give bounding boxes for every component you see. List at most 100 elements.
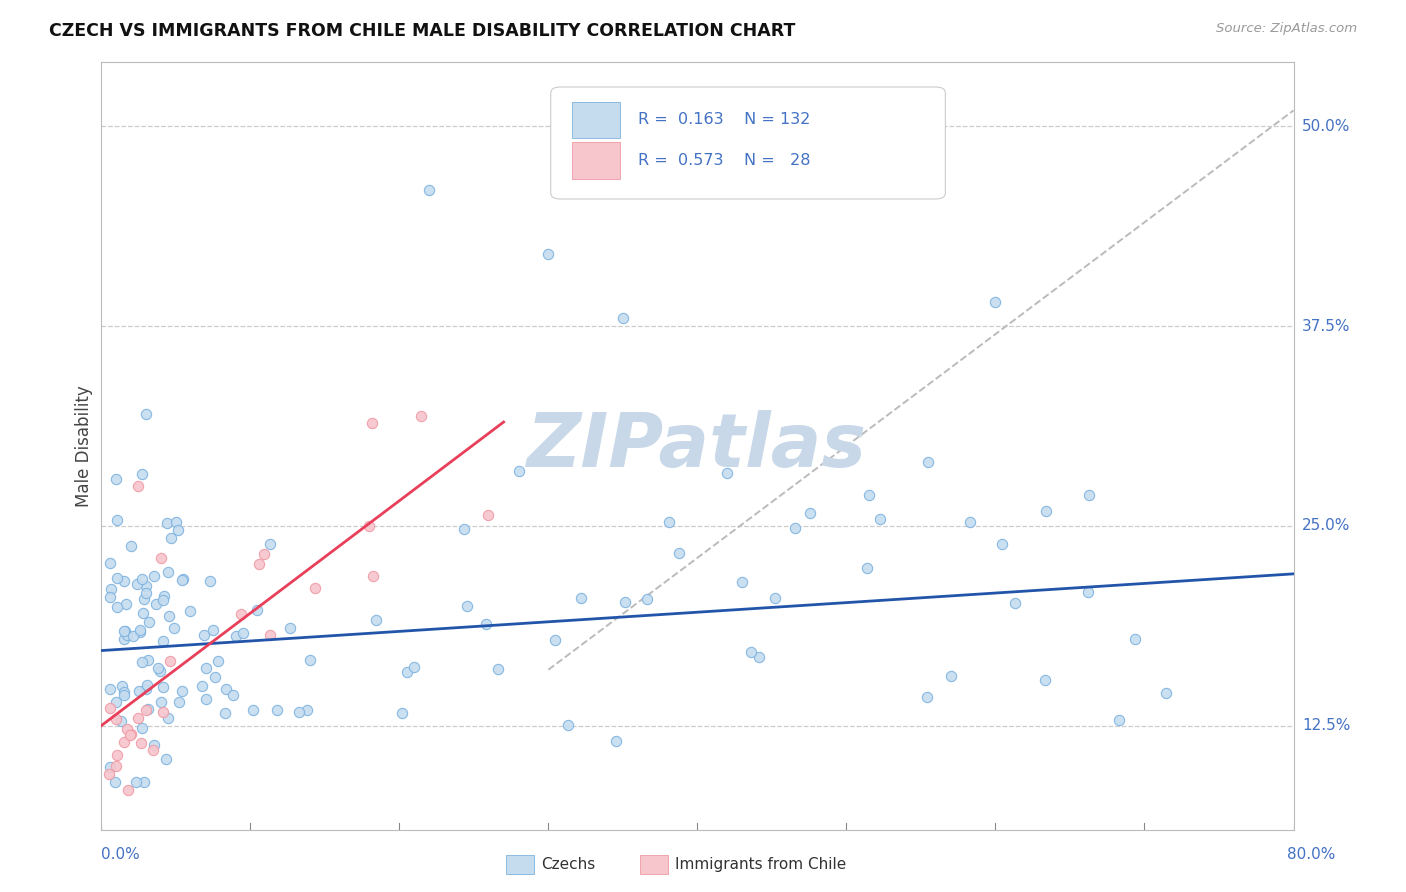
Point — [204, 670, 226, 684]
Point — [129, 623, 152, 637]
Point — [112, 632, 135, 646]
Point — [131, 467, 153, 482]
Point — [98, 760, 121, 774]
Point — [100, 582, 122, 596]
Text: 0.0%: 0.0% — [101, 847, 141, 862]
Point — [156, 516, 179, 530]
Point — [939, 669, 962, 683]
Point — [157, 711, 180, 725]
Point — [229, 607, 252, 621]
Y-axis label: Male Disability: Male Disability — [75, 385, 93, 507]
Text: 12.5%: 12.5% — [1302, 718, 1350, 733]
Point — [136, 678, 159, 692]
FancyBboxPatch shape — [551, 87, 945, 199]
Point — [146, 661, 169, 675]
Point — [569, 591, 592, 605]
Point — [127, 577, 149, 591]
Point — [1123, 632, 1146, 647]
Text: 80.0%: 80.0% — [1288, 847, 1336, 862]
Point — [409, 409, 432, 424]
Point — [152, 680, 174, 694]
Point — [360, 416, 382, 430]
Point — [214, 706, 236, 721]
Point — [120, 726, 142, 740]
Point — [612, 311, 634, 326]
Point — [456, 599, 478, 613]
Point — [396, 665, 419, 679]
Text: Immigrants from Chile: Immigrants from Chile — [675, 857, 846, 871]
Text: 50.0%: 50.0% — [1302, 119, 1350, 134]
Point — [858, 488, 880, 502]
Point — [128, 624, 150, 639]
Point — [120, 728, 142, 742]
Point — [159, 654, 181, 668]
Point — [225, 629, 247, 643]
Point — [105, 758, 128, 772]
Point — [167, 695, 190, 709]
Point — [115, 628, 138, 642]
Point — [117, 782, 139, 797]
FancyBboxPatch shape — [572, 102, 620, 138]
Point — [138, 653, 160, 667]
Point — [391, 706, 413, 720]
Point — [157, 565, 180, 579]
Point — [163, 621, 186, 635]
Point — [104, 695, 127, 709]
Point — [477, 508, 499, 522]
Point — [112, 624, 135, 639]
Point — [143, 738, 166, 752]
Text: Source: ZipAtlas.com: Source: ZipAtlas.com — [1216, 22, 1357, 36]
Point — [98, 590, 121, 604]
Point — [120, 539, 142, 553]
Point — [149, 550, 172, 565]
Point — [172, 573, 194, 587]
Point — [716, 466, 738, 480]
Point — [191, 679, 214, 693]
Point — [104, 774, 127, 789]
Point — [232, 625, 254, 640]
Point — [740, 645, 762, 659]
Point — [136, 702, 159, 716]
Point — [135, 681, 157, 696]
Point — [138, 615, 160, 629]
Point — [544, 632, 567, 647]
Point — [247, 557, 270, 571]
Point — [1004, 596, 1026, 610]
Point — [259, 537, 281, 551]
Point — [287, 705, 309, 719]
Text: 37.5%: 37.5% — [1302, 318, 1350, 334]
Point — [748, 649, 770, 664]
Point — [112, 734, 135, 748]
Point — [104, 712, 127, 726]
Point — [135, 407, 157, 421]
Point — [605, 734, 627, 748]
Point — [613, 594, 636, 608]
FancyBboxPatch shape — [572, 142, 620, 179]
Point — [135, 585, 157, 599]
Point — [658, 515, 681, 529]
Point — [170, 684, 193, 698]
Point — [142, 742, 165, 756]
Point — [132, 591, 155, 606]
Point — [917, 455, 939, 469]
Point — [731, 575, 754, 590]
Point — [984, 295, 1007, 310]
Point — [221, 688, 243, 702]
Point — [115, 722, 138, 736]
Point — [111, 679, 134, 693]
Point — [127, 711, 149, 725]
Point — [131, 606, 153, 620]
Point — [418, 183, 440, 197]
Point — [152, 634, 174, 648]
Point — [508, 464, 530, 478]
Point — [214, 682, 236, 697]
Text: R =  0.573    N =   28: R = 0.573 N = 28 — [638, 153, 810, 168]
Point — [122, 629, 145, 643]
Text: Czechs: Czechs — [541, 857, 596, 871]
Point — [105, 747, 128, 762]
Point — [105, 600, 128, 615]
Point — [134, 774, 156, 789]
Point — [110, 714, 132, 729]
Point — [253, 548, 276, 562]
Text: ZIPatlas: ZIPatlas — [527, 409, 868, 483]
